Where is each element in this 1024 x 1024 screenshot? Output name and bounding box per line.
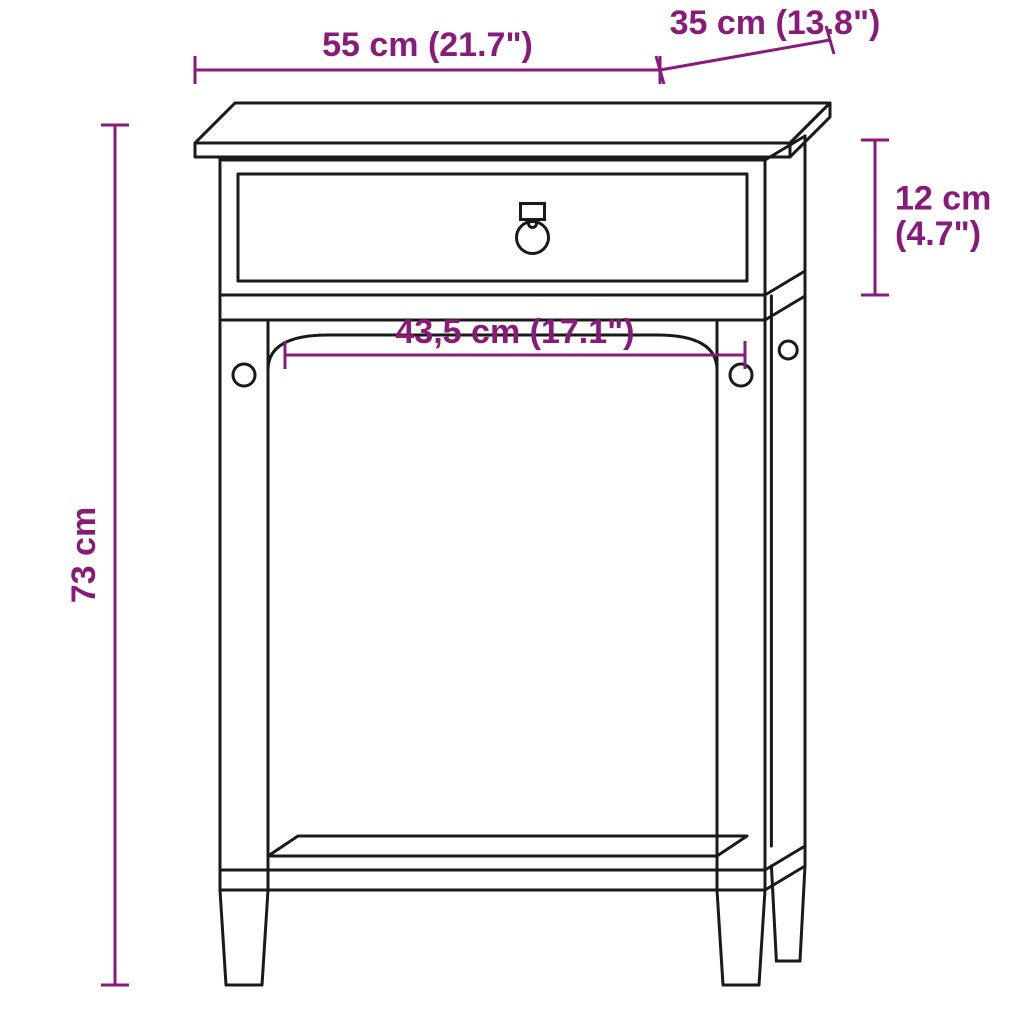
dimensions.width: 55 cm (21.7") (322, 26, 533, 64)
furniture-drawing (195, 103, 830, 985)
dimensions.height: 73 cm (65, 507, 103, 603)
dimensions.inner_width: 43,5 cm (17.1") (395, 313, 634, 351)
dimensions.depth: 35 cm (13.8") (670, 4, 881, 42)
dimensions.drawer_height: 12 cm(4.7") (895, 180, 991, 254)
